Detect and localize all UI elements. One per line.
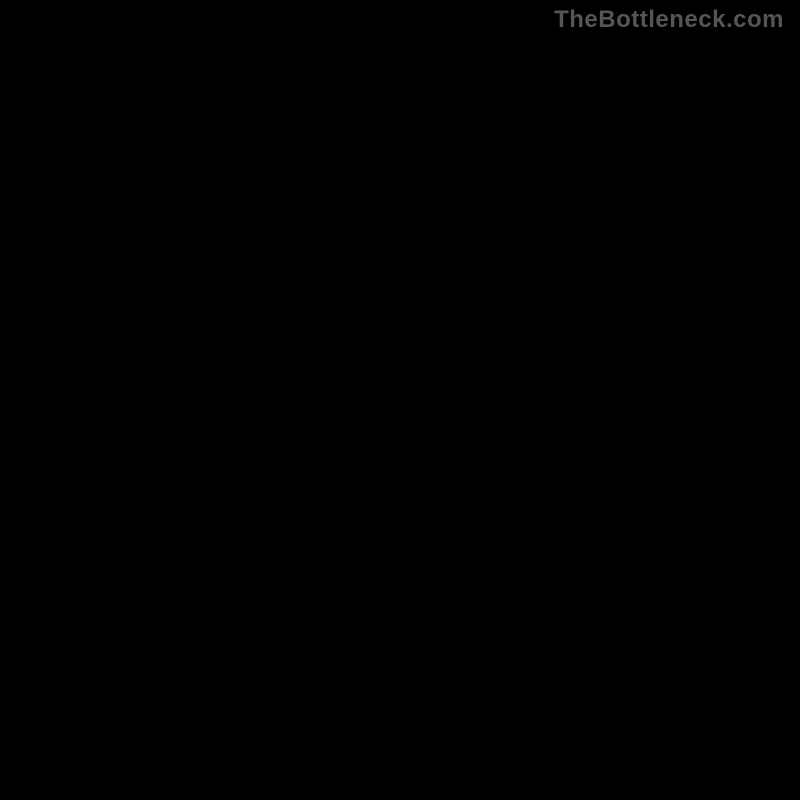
bottleneck-heatmap	[32, 36, 768, 772]
watermark-label: TheBottleneck.com	[554, 6, 784, 34]
